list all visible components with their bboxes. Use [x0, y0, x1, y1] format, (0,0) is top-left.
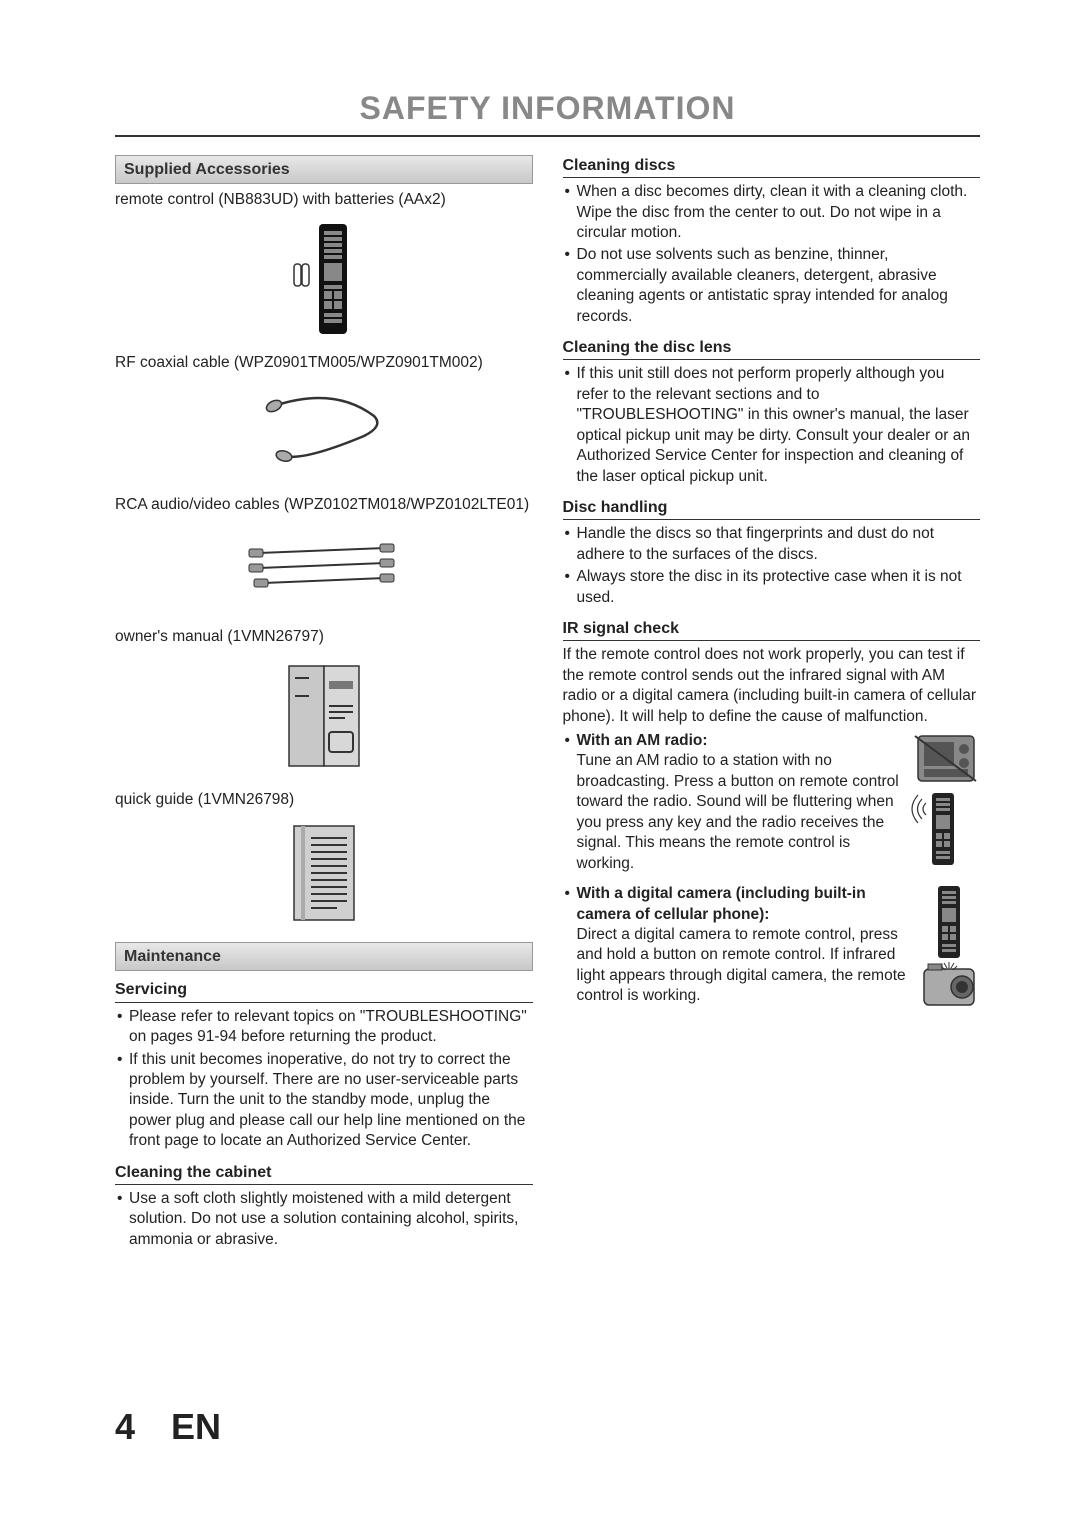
guide-text: quick guide (1VMN26798) — [115, 790, 533, 810]
cabinet-bullet-1: Use a soft cloth slightly moistened with… — [115, 1189, 533, 1250]
remote-icon — [115, 219, 533, 339]
servicing-bullet-1: Please refer to relevant topics on "TROU… — [115, 1007, 533, 1048]
rf-cable-icon — [115, 381, 533, 481]
servicing-title: Servicing — [115, 979, 533, 1002]
disc-handling-title: Disc handling — [563, 497, 981, 520]
ir-signal-title: IR signal check — [563, 618, 981, 641]
maintenance-header: Maintenance — [115, 942, 533, 971]
ir-am-label: With an AM radio: — [577, 732, 708, 749]
servicing-bullet-2: If this unit becomes inoperative, do not… — [115, 1050, 533, 1152]
page-title: SAFETY INFORMATION — [115, 90, 980, 137]
remote-text: remote control (NB883UD) with batteries … — [115, 190, 533, 210]
ir-cam-text: Direct a digital camera to remote contro… — [577, 926, 906, 1004]
supplied-accessories-header: Supplied Accessories — [115, 155, 533, 184]
discs-bullet-2: Do not use solvents such as benzine, thi… — [563, 245, 981, 327]
page-number: 4 — [115, 1406, 135, 1447]
manual-icon — [115, 656, 533, 776]
ir-am-item: With an AM radio: Tune an AM radio to a … — [563, 731, 981, 874]
lens-bullet-1: If this unit still does not perform prop… — [563, 364, 981, 487]
left-column: Supplied Accessories remote control (NB8… — [115, 155, 533, 1260]
ir-am-text: Tune an AM radio to a station with no br… — [577, 752, 899, 871]
cleaning-lens-title: Cleaning the disc lens — [563, 337, 981, 360]
ir-cam-label: With a digital camera (including built-i… — [577, 885, 866, 922]
am-radio-icon — [910, 731, 980, 877]
guide-icon — [115, 818, 533, 928]
rca-cable-icon — [115, 523, 533, 613]
page-footer: 4 EN — [115, 1406, 221, 1448]
rca-cable-text: RCA audio/video cables (WPZ0102TM018/WPZ… — [115, 495, 533, 515]
rf-cable-text: RF coaxial cable (WPZ0901TM005/WPZ0901TM… — [115, 353, 533, 373]
right-column: Cleaning discs When a disc becomes dirty… — [563, 155, 981, 1260]
page-lang: EN — [171, 1406, 221, 1447]
digital-camera-icon — [918, 884, 980, 1020]
cabinet-title: Cleaning the cabinet — [115, 1162, 533, 1185]
manual-text: owner's manual (1VMN26797) — [115, 627, 533, 647]
handling-bullet-1: Handle the discs so that fingerprints an… — [563, 524, 981, 565]
cleaning-discs-title: Cleaning discs — [563, 155, 981, 178]
ir-intro: If the remote control does not work prop… — [563, 645, 981, 727]
discs-bullet-1: When a disc becomes dirty, clean it with… — [563, 182, 981, 243]
ir-cam-item: With a digital camera (including built-i… — [563, 884, 981, 1007]
handling-bullet-2: Always store the disc in its protective … — [563, 567, 981, 608]
